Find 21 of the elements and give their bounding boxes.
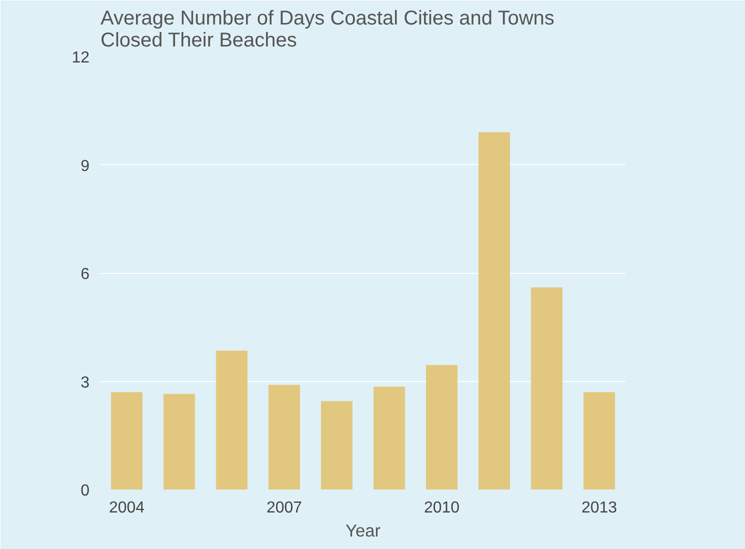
bar	[426, 365, 458, 490]
x-axis-title: Year	[345, 520, 381, 540]
y-tick-label: 12	[72, 50, 90, 66]
y-tick-label: 9	[80, 158, 90, 175]
bar	[584, 392, 615, 490]
bar	[164, 394, 195, 490]
x-tick-label: 2004	[108, 500, 145, 516]
y-tick-label: 6	[80, 266, 90, 283]
bar	[268, 384, 300, 490]
y-tick-label: 3	[80, 374, 90, 392]
bar	[478, 132, 510, 490]
x-tick-label: 2007	[266, 500, 302, 516]
bar	[111, 392, 142, 490]
x-tick-label: 2010	[424, 500, 460, 516]
x-tick-label: 2013	[581, 500, 618, 516]
y-tick-label: 0	[80, 482, 90, 500]
bar	[531, 287, 562, 490]
bar	[216, 350, 248, 490]
chart-title: Average Number of Days Coastal Cities and Towns Closed Their Beaches	[100, 8, 554, 52]
bar	[374, 386, 405, 490]
bar	[321, 401, 352, 490]
